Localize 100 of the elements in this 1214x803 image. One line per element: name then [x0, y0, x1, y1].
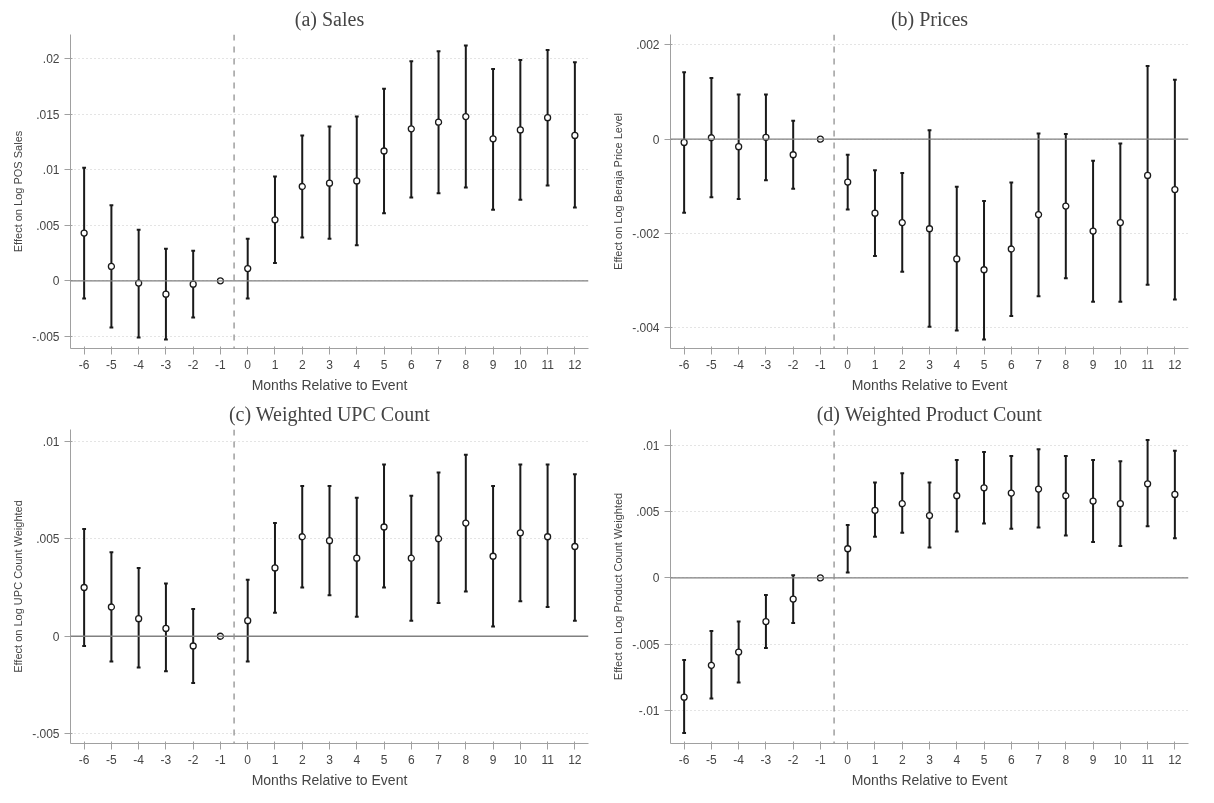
x-tick-label: 1 [871, 357, 879, 372]
x-tick-label: 10 [513, 752, 528, 767]
x-tick-label: 4 [353, 357, 361, 372]
x-tick-label: 7 [435, 752, 443, 767]
y-axis-title: Effect on Log Beraja Price Level [612, 113, 625, 270]
y-tick-label: .01 [42, 434, 60, 449]
x-tick-label: 10 [513, 357, 528, 372]
y-tick-label: .005 [36, 218, 60, 233]
x-tick-label: 9 [1089, 357, 1097, 372]
x-tick-label: 7 [1035, 357, 1043, 372]
x-tick-label: -4 [733, 357, 745, 372]
x-tick-label: 1 [871, 752, 879, 767]
x-tick-label: 4 [353, 752, 361, 767]
x-tick-label: 6 [1007, 752, 1015, 767]
x-tick-label: -3 [760, 752, 772, 767]
x-tick-label: 6 [1007, 357, 1015, 372]
x-tick-label: 12 [1168, 357, 1182, 372]
x-tick-label: 0 [844, 752, 852, 767]
x-tick-label: 4 [953, 357, 961, 372]
y-tick-label: -.004 [632, 321, 660, 336]
x-tick-label: 8 [1062, 752, 1070, 767]
y-tick-label: .005 [636, 505, 660, 520]
x-axis-title: Months Relative to Event [251, 771, 408, 788]
x-tick-label: -2 [787, 752, 799, 767]
x-tick-label: 8 [462, 752, 470, 767]
x-tick-label: 12 [568, 357, 582, 372]
x-axis-title: Months Relative to Event [851, 376, 1008, 393]
x-tick-label: 5 [380, 752, 388, 767]
x-tick-label: 8 [1062, 357, 1070, 372]
x-tick-label: 1 [271, 752, 279, 767]
x-tick-label: -3 [760, 357, 772, 372]
x-tick-label: 11 [1141, 752, 1155, 767]
x-tick-label: 5 [380, 357, 388, 372]
y-tick-label: .02 [42, 52, 60, 67]
x-tick-label: 1 [271, 357, 279, 372]
y-tick-label: .01 [642, 438, 660, 453]
x-tick-label: 8 [462, 357, 470, 372]
x-tick-label: -1 [215, 752, 227, 767]
y-axis-title: Effect on Log UPC Count Weighted [12, 500, 25, 673]
x-tick-label: -2 [187, 357, 199, 372]
x-tick-label: 2 [298, 752, 306, 767]
chart-title: (c) Weighted UPC Count [228, 402, 431, 426]
x-tick-label: 11 [1141, 357, 1155, 372]
y-tick-label: .01 [42, 163, 60, 178]
x-tick-label: -4 [133, 357, 145, 372]
y-tick-label: 0 [652, 132, 660, 147]
y-tick-label: -.005 [32, 329, 60, 344]
x-tick-label: 7 [1035, 752, 1043, 767]
x-tick-label: 11 [541, 752, 555, 767]
x-tick-label: -6 [678, 357, 690, 372]
x-tick-label: 2 [898, 357, 906, 372]
x-tick-label: 2 [298, 357, 306, 372]
x-tick-label: -6 [678, 752, 690, 767]
x-tick-label: 11 [541, 357, 555, 372]
x-tick-label: -2 [187, 752, 199, 767]
chart-title: (a) Sales [294, 7, 365, 31]
y-tick-label: -.005 [32, 727, 60, 742]
x-tick-label: 0 [244, 752, 252, 767]
x-tick-label: 3 [926, 357, 934, 372]
x-tick-label: -4 [733, 752, 745, 767]
x-axis-title: Months Relative to Event [851, 771, 1008, 788]
y-tick-label: 0 [52, 274, 60, 289]
x-tick-label: -5 [106, 357, 118, 372]
x-tick-label: 7 [435, 357, 443, 372]
x-tick-label: -5 [706, 357, 718, 372]
y-tick-label: -.01 [638, 703, 660, 718]
y-axis-title: Effect on Log POS Sales [12, 130, 25, 253]
x-tick-label: 3 [926, 752, 934, 767]
x-tick-label: 6 [407, 752, 415, 767]
x-axis-title: Months Relative to Event [251, 376, 408, 393]
x-tick-label: 3 [326, 357, 334, 372]
x-tick-label: -3 [160, 752, 172, 767]
x-tick-label: -5 [706, 752, 718, 767]
x-tick-label: 12 [1168, 752, 1182, 767]
x-tick-label: 3 [326, 752, 334, 767]
x-tick-label: -1 [215, 357, 227, 372]
x-tick-label: -2 [787, 357, 799, 372]
y-tick-label: -.005 [632, 637, 660, 652]
y-tick-label: 0 [52, 629, 60, 644]
x-tick-label: -1 [815, 752, 827, 767]
x-tick-label: -6 [78, 357, 90, 372]
x-tick-label: -5 [106, 752, 118, 767]
x-tick-label: -6 [78, 752, 90, 767]
y-tick-label: -.002 [632, 226, 660, 241]
y-tick-label: .002 [636, 38, 660, 53]
x-tick-label: 10 [1113, 752, 1128, 767]
x-tick-label: 6 [407, 357, 415, 372]
x-tick-label: 4 [953, 752, 961, 767]
chart-title: (d) Weighted Product Count [816, 402, 1043, 426]
x-tick-label: -4 [133, 752, 145, 767]
x-tick-label: 9 [489, 357, 497, 372]
x-tick-label: 10 [1113, 357, 1128, 372]
y-axis-title: Effect on Log Product Count Weighted [612, 492, 625, 681]
x-tick-label: 2 [898, 752, 906, 767]
x-tick-label: -3 [160, 357, 172, 372]
y-tick-label: .015 [36, 107, 60, 122]
x-tick-label: 0 [844, 357, 852, 372]
y-tick-label: 0 [652, 571, 660, 586]
y-tick-label: .005 [36, 532, 60, 547]
x-tick-label: 5 [980, 752, 988, 767]
